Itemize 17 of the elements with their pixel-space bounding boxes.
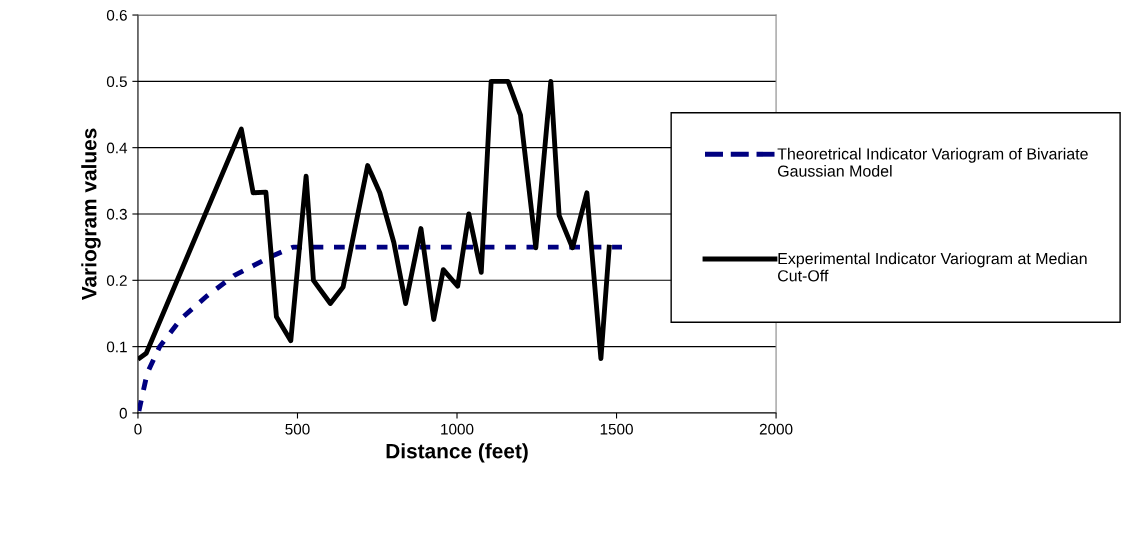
y-axis-title: Variogram values — [81, 128, 101, 301]
x-tick-label: 1500 — [600, 423, 633, 435]
line-series — [137, 244, 625, 413]
legend-label: Theoretrical Indicator Variogram of Bivariate Gaussian Model — [777, 147, 1088, 177]
y-tick-label: 0.2 — [106, 275, 127, 286]
y-tick-label: 0 — [119, 407, 127, 419]
x-axis-title: Distance (feet) — [386, 443, 528, 463]
y-tick-label: 0.3 — [106, 208, 127, 220]
x-tick-label: 500 — [285, 423, 310, 435]
y-tick-label: 0.1 — [106, 341, 127, 353]
y-tick-label: 0.5 — [106, 76, 127, 88]
y-tick-label: 0.6 — [106, 9, 127, 21]
x-tick-label: 1000 — [441, 423, 474, 435]
y-tick-label: 0.4 — [106, 142, 128, 154]
legend-label: Experimental Indicator Variogram at Median Cut-Off — [778, 252, 1087, 282]
x-tick-label: 2000 — [759, 423, 793, 435]
x-tick-label: 0 — [134, 423, 142, 435]
